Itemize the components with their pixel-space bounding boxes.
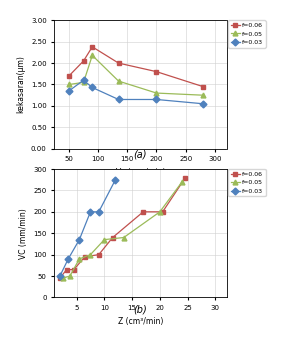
f=0.06 (201, 84, 205, 89)
Line: f=0.03: f=0.03 (66, 78, 206, 106)
f=0.06 (111, 236, 114, 240)
f=0.03 (82, 78, 85, 82)
f=0.06 (67, 74, 71, 78)
f=0.05 (102, 238, 106, 242)
Text: (a): (a) (134, 149, 147, 159)
Line: f=0.06: f=0.06 (57, 176, 187, 281)
f=0.03 (114, 178, 117, 182)
f=0.06 (155, 70, 158, 74)
f=0.05 (155, 91, 158, 95)
f=0.06 (161, 210, 165, 214)
f=0.05 (78, 257, 81, 261)
f=0.05 (61, 276, 65, 280)
f=0.03 (117, 97, 120, 101)
Line: f=0.06: f=0.06 (66, 44, 206, 89)
Y-axis label: VC (mm/min): VC (mm/min) (19, 208, 28, 259)
f=0.05 (91, 53, 94, 57)
f=0.06 (82, 59, 85, 63)
f=0.06 (183, 176, 187, 180)
f=0.03 (155, 97, 158, 101)
f=0.03 (97, 210, 101, 214)
Legend: f=0.06, f=0.05, f=0.03: f=0.06, f=0.05, f=0.03 (228, 20, 265, 48)
f=0.05 (201, 93, 205, 97)
f=0.05 (117, 79, 120, 83)
f=0.03 (58, 274, 62, 278)
f=0.05 (68, 274, 72, 278)
f=0.06 (141, 210, 145, 214)
Line: f=0.05: f=0.05 (66, 53, 206, 98)
Y-axis label: kekasaran(μm): kekasaran(μm) (16, 55, 25, 114)
f=0.06 (97, 252, 101, 257)
f=0.05 (180, 180, 184, 184)
Line: f=0.05: f=0.05 (60, 179, 185, 281)
Line: f=0.03: f=0.03 (57, 177, 118, 279)
f=0.03 (66, 257, 70, 261)
X-axis label: Vc (mm/min): Vc (mm/min) (116, 168, 165, 177)
f=0.06 (83, 255, 87, 259)
Text: (b): (b) (133, 305, 147, 315)
Legend: f=0.06, f=0.05, f=0.03: f=0.06, f=0.05, f=0.03 (228, 169, 265, 196)
f=0.06 (91, 45, 94, 49)
f=0.06 (65, 268, 68, 272)
f=0.06 (117, 61, 120, 65)
f=0.06 (58, 276, 62, 280)
f=0.03 (201, 102, 205, 106)
f=0.03 (78, 238, 81, 242)
f=0.03 (67, 89, 71, 93)
f=0.05 (89, 252, 92, 257)
f=0.05 (158, 210, 162, 214)
f=0.05 (67, 82, 71, 87)
f=0.05 (82, 80, 85, 84)
f=0.03 (89, 210, 92, 214)
f=0.05 (122, 236, 126, 240)
f=0.03 (91, 86, 94, 90)
f=0.06 (72, 268, 76, 272)
X-axis label: Z (cm³/min): Z (cm³/min) (118, 317, 163, 325)
